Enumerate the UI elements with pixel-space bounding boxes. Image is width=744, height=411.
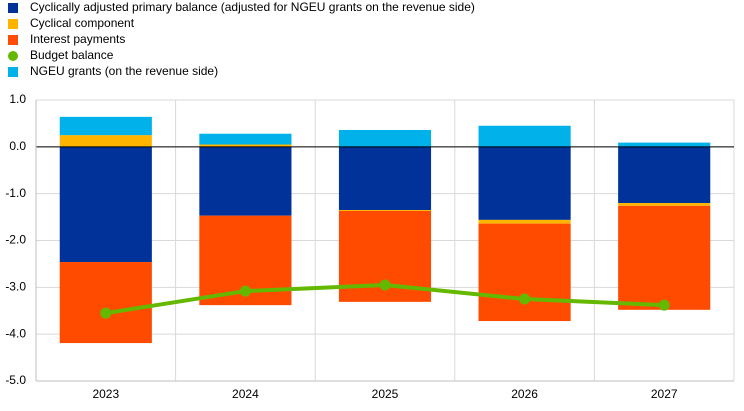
- line-point: [239, 285, 251, 297]
- legend-marker: [8, 35, 18, 45]
- bar-segment: [618, 146, 711, 204]
- y-tick-label: -2.0: [5, 233, 26, 247]
- x-tick-label: 2026: [511, 387, 538, 401]
- line-point: [658, 299, 670, 311]
- legend-label: Interest payments: [30, 32, 125, 46]
- bar-segment: [59, 262, 152, 344]
- x-tick-label: 2024: [232, 387, 259, 401]
- y-tick-label: 1.0: [9, 92, 26, 106]
- bar-segment: [199, 144, 292, 147]
- bar-segment: [59, 146, 152, 263]
- legend-marker: [8, 67, 18, 77]
- legend-label: NGEU grants (on the revenue side): [30, 64, 218, 78]
- y-tick-label: -3.0: [5, 280, 26, 294]
- line-point: [519, 293, 531, 305]
- bar-segment: [618, 142, 711, 147]
- legend-marker: [8, 19, 18, 29]
- x-tick-label: 2027: [651, 387, 678, 401]
- bar-segment: [478, 219, 571, 224]
- bar-segment: [478, 223, 571, 322]
- y-tick-label: 0.0: [9, 139, 26, 153]
- x-tick-label: 2025: [372, 387, 399, 401]
- bar-segment: [478, 125, 571, 147]
- legend-label: Cyclically adjusted primary balance (adj…: [30, 0, 475, 14]
- bar-segment: [338, 146, 432, 211]
- bar-segment: [199, 133, 292, 145]
- y-tick-label: -5.0: [5, 373, 26, 387]
- bar-segment: [59, 116, 152, 136]
- bar-segment: [618, 203, 711, 206]
- bar-segment: [199, 146, 292, 216]
- line-point: [100, 307, 112, 319]
- bar-segment: [618, 205, 711, 310]
- x-tick-label: 2023: [92, 387, 119, 401]
- bar-segment: [338, 210, 432, 211]
- bar-segment: [478, 146, 571, 220]
- legend-label: Budget balance: [30, 48, 114, 62]
- legend-marker: [8, 3, 18, 13]
- y-tick-label: -1.0: [5, 186, 26, 200]
- legend-label: Cyclical component: [30, 16, 135, 30]
- y-tick-label: -4.0: [5, 326, 26, 340]
- bar-segment: [59, 135, 152, 147]
- line-point: [379, 279, 391, 291]
- legend-marker: [8, 51, 18, 61]
- bar-segment: [338, 129, 432, 147]
